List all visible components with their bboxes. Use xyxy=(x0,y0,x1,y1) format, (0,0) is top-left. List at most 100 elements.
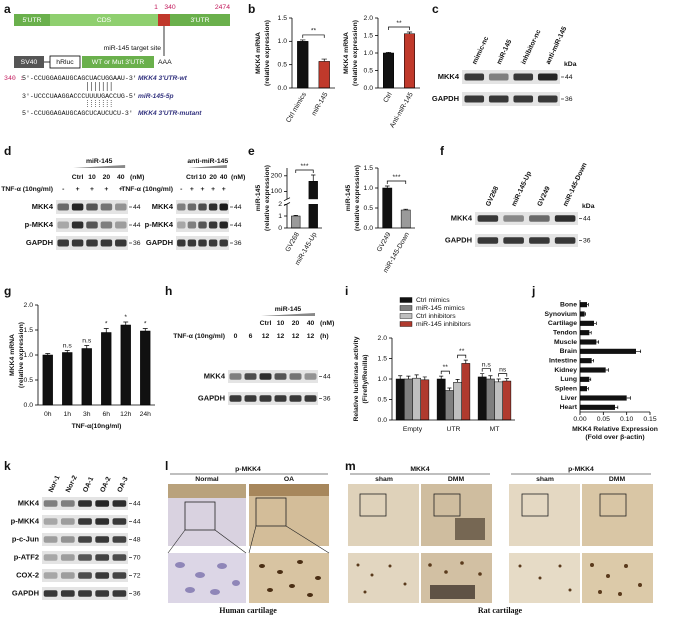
blot-band xyxy=(187,203,197,211)
cells xyxy=(175,562,240,595)
blot-band xyxy=(274,373,287,380)
group-label: miR-145 xyxy=(275,306,302,313)
y-axis-label: Relative luciferase activity xyxy=(353,336,360,421)
error-bar xyxy=(123,321,129,325)
dose-wedge xyxy=(261,313,315,316)
region-label: 3'UTR xyxy=(190,17,209,24)
y-tick-label: Heart xyxy=(560,404,578,411)
row-label: p-ATF2 xyxy=(14,552,39,561)
row-label: MKK4 xyxy=(152,202,174,211)
y-tick-label: 1.0 xyxy=(378,376,388,383)
cds-box xyxy=(50,14,158,26)
blot-strip xyxy=(462,92,560,106)
significance-bracket xyxy=(302,34,325,38)
y-tick-label: Spleen xyxy=(555,385,577,392)
dose-label: Ctrl xyxy=(186,174,198,181)
blot-band xyxy=(95,536,110,543)
y-tick-label: 0.0 xyxy=(24,402,34,409)
error-bar xyxy=(488,375,493,379)
blot-band xyxy=(100,221,113,229)
bar xyxy=(291,215,301,229)
blot-band xyxy=(95,554,110,561)
zoom-box xyxy=(433,493,461,517)
blot-band xyxy=(529,237,550,244)
treatment-label: TNF-α (10ng/ml) xyxy=(173,333,225,340)
y-axis-label: (relative expression) xyxy=(18,322,25,388)
row-label: MKK4 xyxy=(204,371,226,380)
image-zoom xyxy=(348,553,419,603)
error-bar xyxy=(496,378,501,382)
blot-band xyxy=(78,536,92,543)
blot-band xyxy=(60,572,75,579)
kda-label: 44 xyxy=(133,500,141,507)
kda-label: 36 xyxy=(323,395,331,402)
stain-label: p-MKK4 xyxy=(568,466,594,473)
dose-label: (nM) xyxy=(320,320,334,327)
caption: Human cartilage xyxy=(219,606,277,615)
error-bar xyxy=(385,51,392,53)
dose-label: 40 xyxy=(220,174,228,181)
treatment-label: TNF-α (10ng/ml) xyxy=(121,186,173,193)
blot-band xyxy=(503,237,524,244)
y-tick-label: 0.0 xyxy=(364,225,374,232)
zoom-box xyxy=(255,497,287,527)
y-axis-label: (relative expression) xyxy=(352,20,359,86)
region-label: CDS xyxy=(97,17,112,24)
blot-band xyxy=(219,239,228,247)
image-zoom xyxy=(509,553,580,603)
zoom-box xyxy=(521,493,549,517)
blot-band xyxy=(208,203,218,211)
blot-band xyxy=(60,590,75,597)
stain-label: MKK4 xyxy=(410,466,429,473)
y-axis-label: (Firefly/Renilla) xyxy=(362,354,369,403)
bar xyxy=(62,352,73,406)
panel-label: e xyxy=(248,144,255,158)
sequence: 3'-UCCCUAAGGACCCUUUUGACCUG-5' xyxy=(22,93,137,100)
y-tick-label: 1.5 xyxy=(364,165,374,172)
y-tick-label: 1.5 xyxy=(278,15,288,22)
y-tick-label: Liver xyxy=(561,395,578,402)
sequence-name: MKK4 3'UTR-wt xyxy=(138,75,188,82)
y-tick-label: 1 xyxy=(278,213,282,220)
blot-band xyxy=(95,590,110,597)
error-bar xyxy=(311,174,316,182)
sequence: 5'-CCUGGAGAUGCAGCUACUGGAAU-3' xyxy=(22,75,137,82)
blot-band xyxy=(177,203,186,211)
blot-band xyxy=(229,373,242,380)
y-tick-label: Intestine xyxy=(549,357,577,364)
kda-label: 72 xyxy=(133,572,141,579)
x-tick-label: 0h xyxy=(44,411,52,418)
sequence-name: miR-145-5p xyxy=(138,93,174,100)
row-label: MKK4 xyxy=(18,498,40,507)
significance-label: n.s xyxy=(63,342,73,349)
image-surface xyxy=(168,484,246,498)
kda-label: 44 xyxy=(234,204,242,211)
y-tick-label: 0 xyxy=(278,225,282,232)
y-axis-label: (relative expression) xyxy=(354,165,361,231)
kda-label: 44 xyxy=(565,74,573,81)
treatment-value: 12 xyxy=(262,333,270,340)
image-zoom xyxy=(582,553,653,603)
row-label: MKK4 xyxy=(451,213,473,222)
treatment-value: 6 xyxy=(249,333,253,340)
blot-band xyxy=(304,395,317,402)
row-label: MKK4 xyxy=(438,72,460,81)
dose-label: 20 xyxy=(292,320,300,327)
significance-label: n.s xyxy=(482,361,492,368)
bar xyxy=(412,377,421,421)
y-tick-label: 0.0 xyxy=(278,85,288,92)
image-lesion xyxy=(430,585,475,599)
dose-label: 40 xyxy=(117,174,125,181)
treatment-value: - xyxy=(180,186,182,193)
y-axis-label: miR-145 xyxy=(345,185,352,212)
blot-band xyxy=(86,203,98,211)
error-bar xyxy=(636,349,642,354)
y-tick-label: Synovium xyxy=(545,311,577,318)
treatment-value: + xyxy=(222,186,226,193)
treatment-label: TNF-α (10ng/ml) xyxy=(1,186,53,193)
error-bar xyxy=(626,396,631,400)
kda-label: 36 xyxy=(133,240,141,247)
group-label: DMM xyxy=(609,476,626,483)
bar xyxy=(580,358,592,364)
blot-band xyxy=(274,395,287,402)
